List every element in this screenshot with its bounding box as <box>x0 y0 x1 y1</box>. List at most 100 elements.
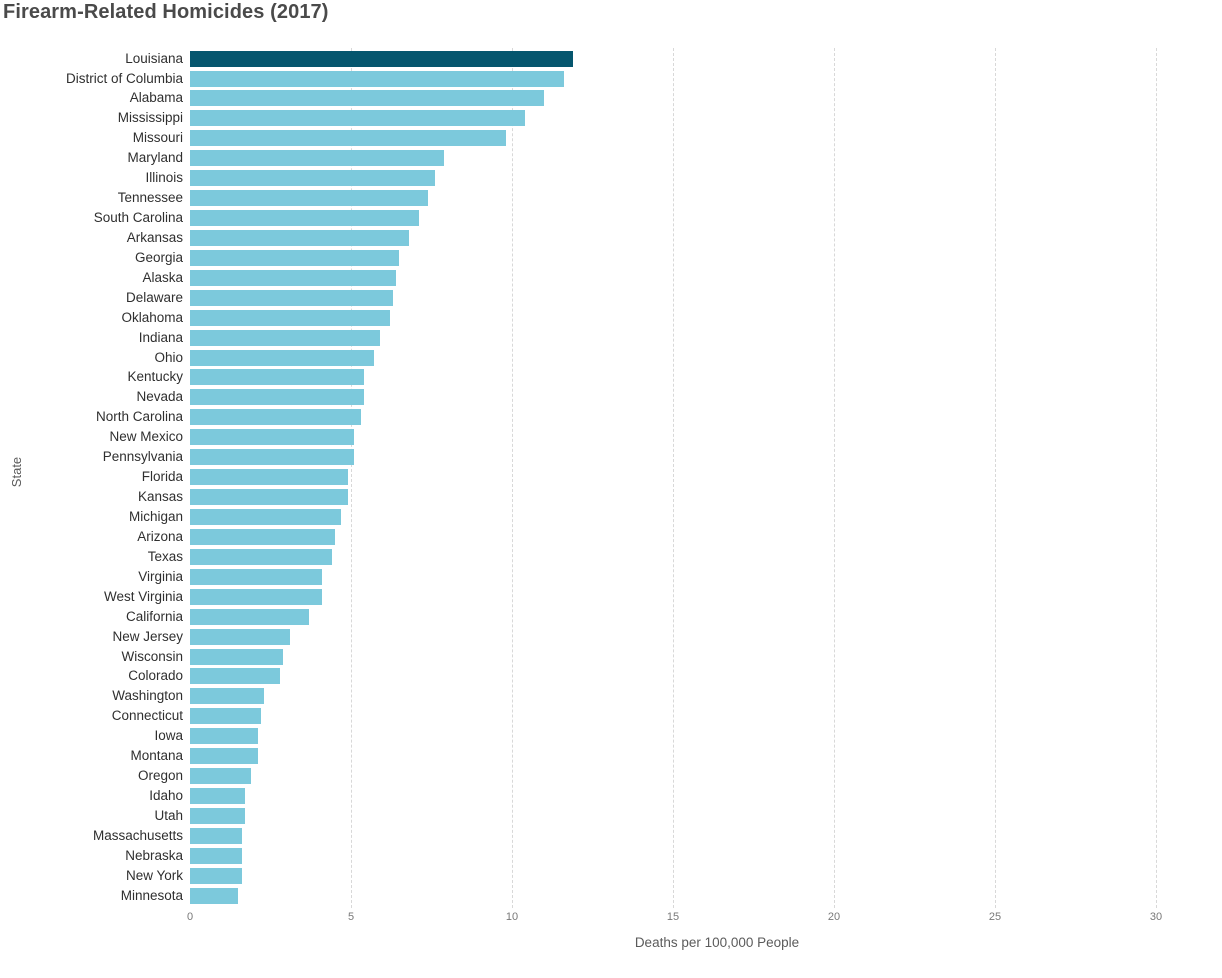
bar-oregon <box>190 768 252 785</box>
x-tick-label-15: 15 <box>666 911 680 923</box>
bar-alabama <box>190 90 545 107</box>
bar-massachusetts <box>190 827 242 844</box>
bar-arkansas <box>190 229 409 246</box>
category-label-oklahoma: Oklahoma <box>121 309 183 325</box>
x-axis-label: Deaths per 100,000 People <box>634 935 800 950</box>
bar-delaware <box>190 289 393 306</box>
category-label-north-carolina: North Carolina <box>95 409 183 425</box>
bar-colorado <box>190 668 281 685</box>
bar-texas <box>190 548 332 565</box>
bar-oklahoma <box>190 309 390 326</box>
bar-washington <box>190 688 265 705</box>
x-tick-label-20: 20 <box>827 911 841 923</box>
bar-michigan <box>190 508 342 525</box>
category-label-washington: Washington <box>112 688 183 704</box>
gridline-x-25 <box>995 48 996 908</box>
category-label-arkansas: Arkansas <box>126 229 183 245</box>
category-label-kansas: Kansas <box>137 489 183 505</box>
bar-virginia <box>190 568 323 585</box>
category-label-florida: Florida <box>141 469 183 485</box>
bar-ohio <box>190 349 374 366</box>
category-label-missouri: Missouri <box>132 130 183 146</box>
category-label-south-carolina: South Carolina <box>93 210 183 226</box>
bar-iowa <box>190 728 258 745</box>
bar-arizona <box>190 528 335 545</box>
gridline-x-15 <box>673 48 674 908</box>
bar-wisconsin <box>190 648 284 665</box>
bar-maryland <box>190 150 445 167</box>
x-tick-label-25: 25 <box>988 911 1002 923</box>
x-tick-label-0: 0 <box>186 911 194 923</box>
bar-minnesota <box>190 887 239 904</box>
category-label-michigan: Michigan <box>128 508 183 524</box>
category-label-kentucky: Kentucky <box>127 369 183 385</box>
bar-montana <box>190 748 258 765</box>
category-label-utah: Utah <box>154 807 183 823</box>
bar-nevada <box>190 389 364 406</box>
category-label-connecticut: Connecticut <box>111 708 183 724</box>
category-label-new-york: New York <box>125 867 183 883</box>
category-label-virginia: Virginia <box>138 568 183 584</box>
bar-pennsylvania <box>190 449 355 466</box>
bar-south-carolina <box>190 210 419 227</box>
category-label-indiana: Indiana <box>138 329 183 345</box>
bar-tennessee <box>190 190 429 207</box>
category-label-illinois: Illinois <box>145 170 183 186</box>
category-label-ohio: Ohio <box>154 349 183 365</box>
x-tick-label-10: 10 <box>505 911 519 923</box>
bar-utah <box>190 807 245 824</box>
gridline-x-20 <box>834 48 835 908</box>
category-label-idaho: Idaho <box>149 788 183 803</box>
category-label-west-virginia: West Virginia <box>103 588 183 604</box>
category-label-tennessee: Tennessee <box>117 190 183 206</box>
bar-california <box>190 608 310 625</box>
category-label-wisconsin: Wisconsin <box>121 648 183 664</box>
category-label-iowa: Iowa <box>154 728 183 744</box>
bar-nebraska <box>190 847 242 864</box>
category-label-alaska: Alaska <box>142 269 183 285</box>
bar-new-jersey <box>190 628 290 645</box>
category-label-arizona: Arizona <box>137 528 183 544</box>
category-label-montana: Montana <box>130 748 183 764</box>
category-label-new-jersey: New Jersey <box>112 628 183 644</box>
gridline-x-30 <box>1156 48 1157 908</box>
category-label-alabama: Alabama <box>129 90 183 106</box>
bar-alaska <box>190 269 397 286</box>
bar-indiana <box>190 329 380 346</box>
category-label-minnesota: Minnesota <box>120 887 183 903</box>
bar-district-of-columbia <box>190 70 564 87</box>
category-label-massachusetts: Massachusetts <box>92 827 183 843</box>
bar-idaho <box>190 788 245 804</box>
category-label-georgia: Georgia <box>134 249 183 265</box>
bar-new-mexico <box>190 429 355 446</box>
bar-kansas <box>190 489 348 506</box>
category-label-nebraska: Nebraska <box>125 847 183 863</box>
category-label-mississippi: Mississippi <box>117 110 183 126</box>
chart-title: Firearm-Related Homicides (2017) <box>3 1 329 23</box>
x-tick-label-30: 30 <box>1149 911 1163 923</box>
category-label-district-of-columbia: District of Columbia <box>65 70 183 86</box>
gridline-x-10 <box>512 48 513 908</box>
bar-florida <box>190 469 348 486</box>
category-label-delaware: Delaware <box>125 289 183 305</box>
bar-kentucky <box>190 369 364 386</box>
gridline-x-5 <box>351 48 352 908</box>
bar-illinois <box>190 170 435 187</box>
category-label-louisiana: Louisiana <box>125 50 183 66</box>
category-label-new-mexico: New Mexico <box>109 429 183 445</box>
category-label-oregon: Oregon <box>137 768 183 784</box>
bar-new-york <box>190 867 242 884</box>
bar-north-carolina <box>190 409 361 426</box>
category-label-nevada: Nevada <box>136 389 183 405</box>
category-label-california: California <box>125 608 183 624</box>
category-label-colorado: Colorado <box>128 668 183 684</box>
bar-west-virginia <box>190 588 323 605</box>
bar-louisiana <box>190 50 574 67</box>
bar-missouri <box>190 130 506 147</box>
x-tick-label-5: 5 <box>347 911 355 923</box>
bar-georgia <box>190 249 400 266</box>
category-label-maryland: Maryland <box>127 150 183 166</box>
bar-mississippi <box>190 110 525 127</box>
category-label-texas: Texas <box>147 548 183 564</box>
